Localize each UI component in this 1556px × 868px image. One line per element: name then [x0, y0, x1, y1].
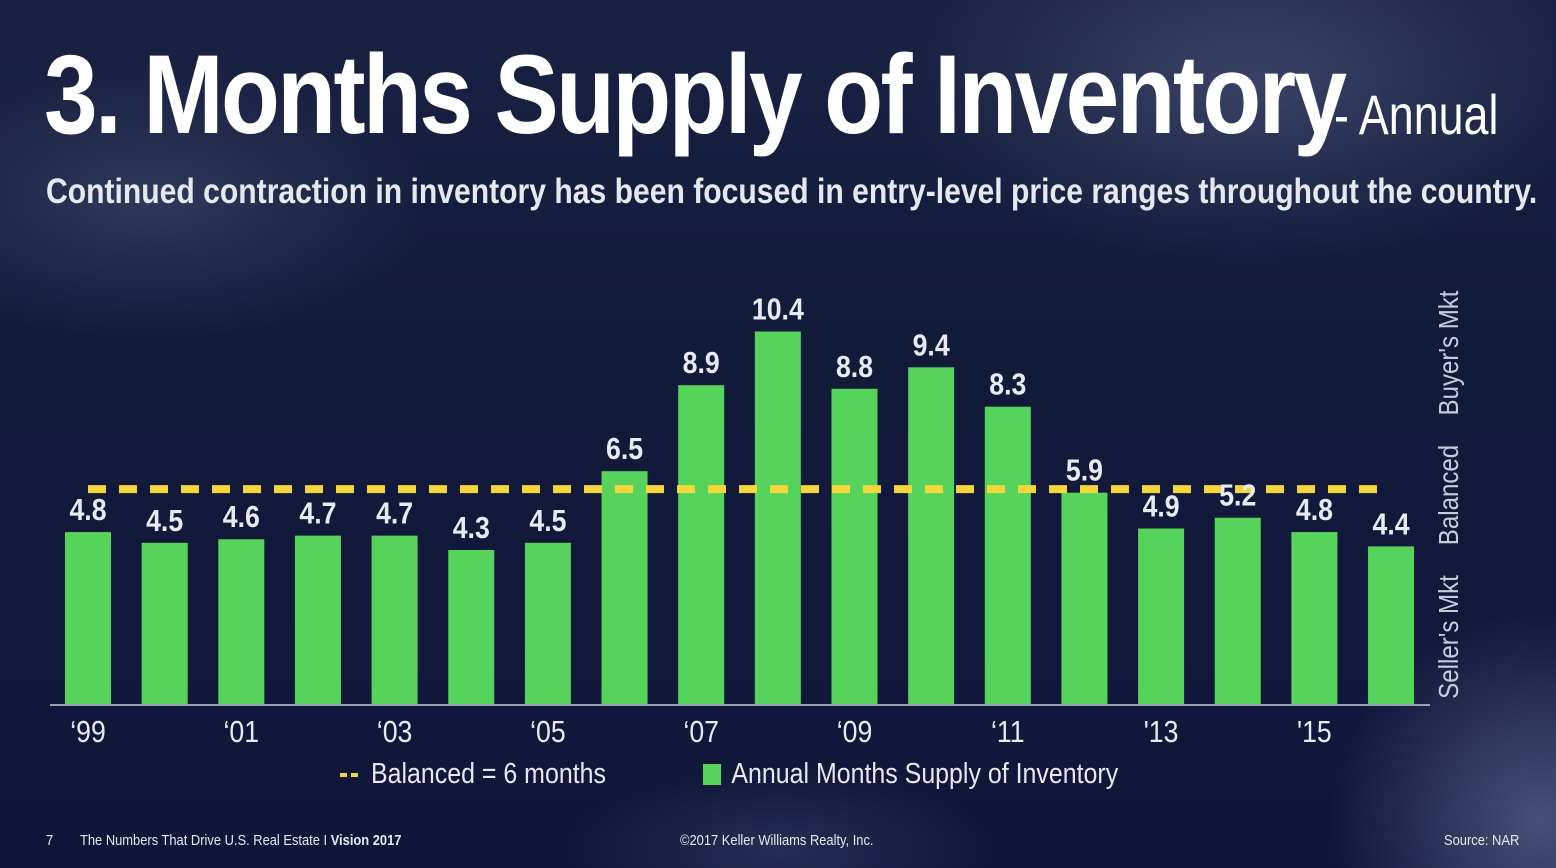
source: Source: NAR	[1444, 832, 1520, 849]
green-square-swatch-icon	[703, 764, 722, 785]
footer-doc-title: The Numbers That Drive U.S. Real Estate …	[80, 832, 401, 849]
title-suffix: - Annual	[1334, 83, 1499, 146]
title-main: 3. Months Supply of Inventory	[44, 32, 1347, 157]
data-label: 8.8	[836, 350, 873, 384]
legend-balanced-label: Balanced = 6 months	[370, 758, 606, 790]
bar	[371, 535, 418, 704]
bar	[678, 385, 725, 704]
data-label: 9.4	[913, 329, 950, 363]
data-label: 4.7	[299, 497, 336, 531]
x-tick-label: ‘09	[837, 715, 873, 749]
x-tick-label: ‘03	[377, 715, 413, 749]
x-tick-label: '13	[1144, 715, 1179, 749]
x-tick-label: ‘05	[530, 715, 566, 749]
data-label: 4.7	[376, 497, 413, 531]
bar	[1138, 528, 1185, 704]
x-tick-label: '15	[1297, 715, 1332, 749]
page-title: 3. Months Supply of Inventory - Annual	[44, 30, 1556, 159]
bar	[65, 532, 111, 704]
bar	[294, 535, 341, 704]
dashed-line-swatch-icon	[340, 773, 359, 778]
bar	[524, 542, 571, 704]
balanced-label: Balanced	[1432, 445, 1464, 545]
legend-series: Annual Months Supply of Inventory	[703, 758, 1118, 791]
sellers-mkt-label: Seller's Mkt	[1432, 574, 1464, 698]
bar	[218, 539, 265, 704]
data-label: 4.9	[1143, 490, 1180, 524]
x-tick-label: ‘99	[70, 715, 106, 749]
buyers-mkt-label: Buyer's Mkt	[1432, 290, 1464, 416]
data-label: 4.8	[69, 493, 106, 527]
data-label: 4.5	[146, 504, 183, 538]
data-label: 6.5	[606, 432, 643, 466]
doc-title-bold: Vision 2017	[330, 832, 402, 849]
bar	[141, 542, 188, 704]
data-label: 5.2	[1219, 479, 1256, 513]
legend-balanced: Balanced = 6 months	[340, 758, 606, 791]
page-number: 7	[46, 832, 54, 849]
bar	[1214, 517, 1261, 704]
legend-series-label: Annual Months Supply of Inventory	[731, 758, 1119, 790]
subtitle: Continued contraction in inventory has b…	[46, 172, 1538, 211]
copyright: ©2017 Keller Williams Realty, Inc.	[680, 832, 874, 849]
bar	[754, 331, 801, 704]
bar	[601, 471, 648, 704]
bar	[448, 549, 495, 704]
data-label: 4.3	[453, 511, 490, 545]
x-tick-label: ‘11	[991, 715, 1025, 749]
data-label: 4.5	[529, 504, 566, 538]
bar	[908, 367, 955, 704]
x-tick-label: ‘07	[683, 715, 719, 749]
doc-title: The Numbers That Drive U.S. Real Estate …	[80, 832, 331, 849]
data-label: 4.4	[1373, 508, 1410, 542]
bar	[1291, 532, 1338, 704]
x-tick-label: ‘01	[224, 715, 260, 749]
bar	[1061, 492, 1108, 704]
bar	[984, 406, 1031, 704]
data-label: 10.4	[752, 293, 804, 327]
data-label: 8.9	[683, 346, 720, 380]
data-label: 4.6	[223, 500, 260, 534]
bar	[831, 388, 878, 704]
data-label: 8.3	[989, 368, 1026, 402]
data-label: 4.8	[1296, 493, 1333, 527]
data-label: 5.9	[1066, 454, 1103, 488]
bar	[1368, 546, 1415, 704]
